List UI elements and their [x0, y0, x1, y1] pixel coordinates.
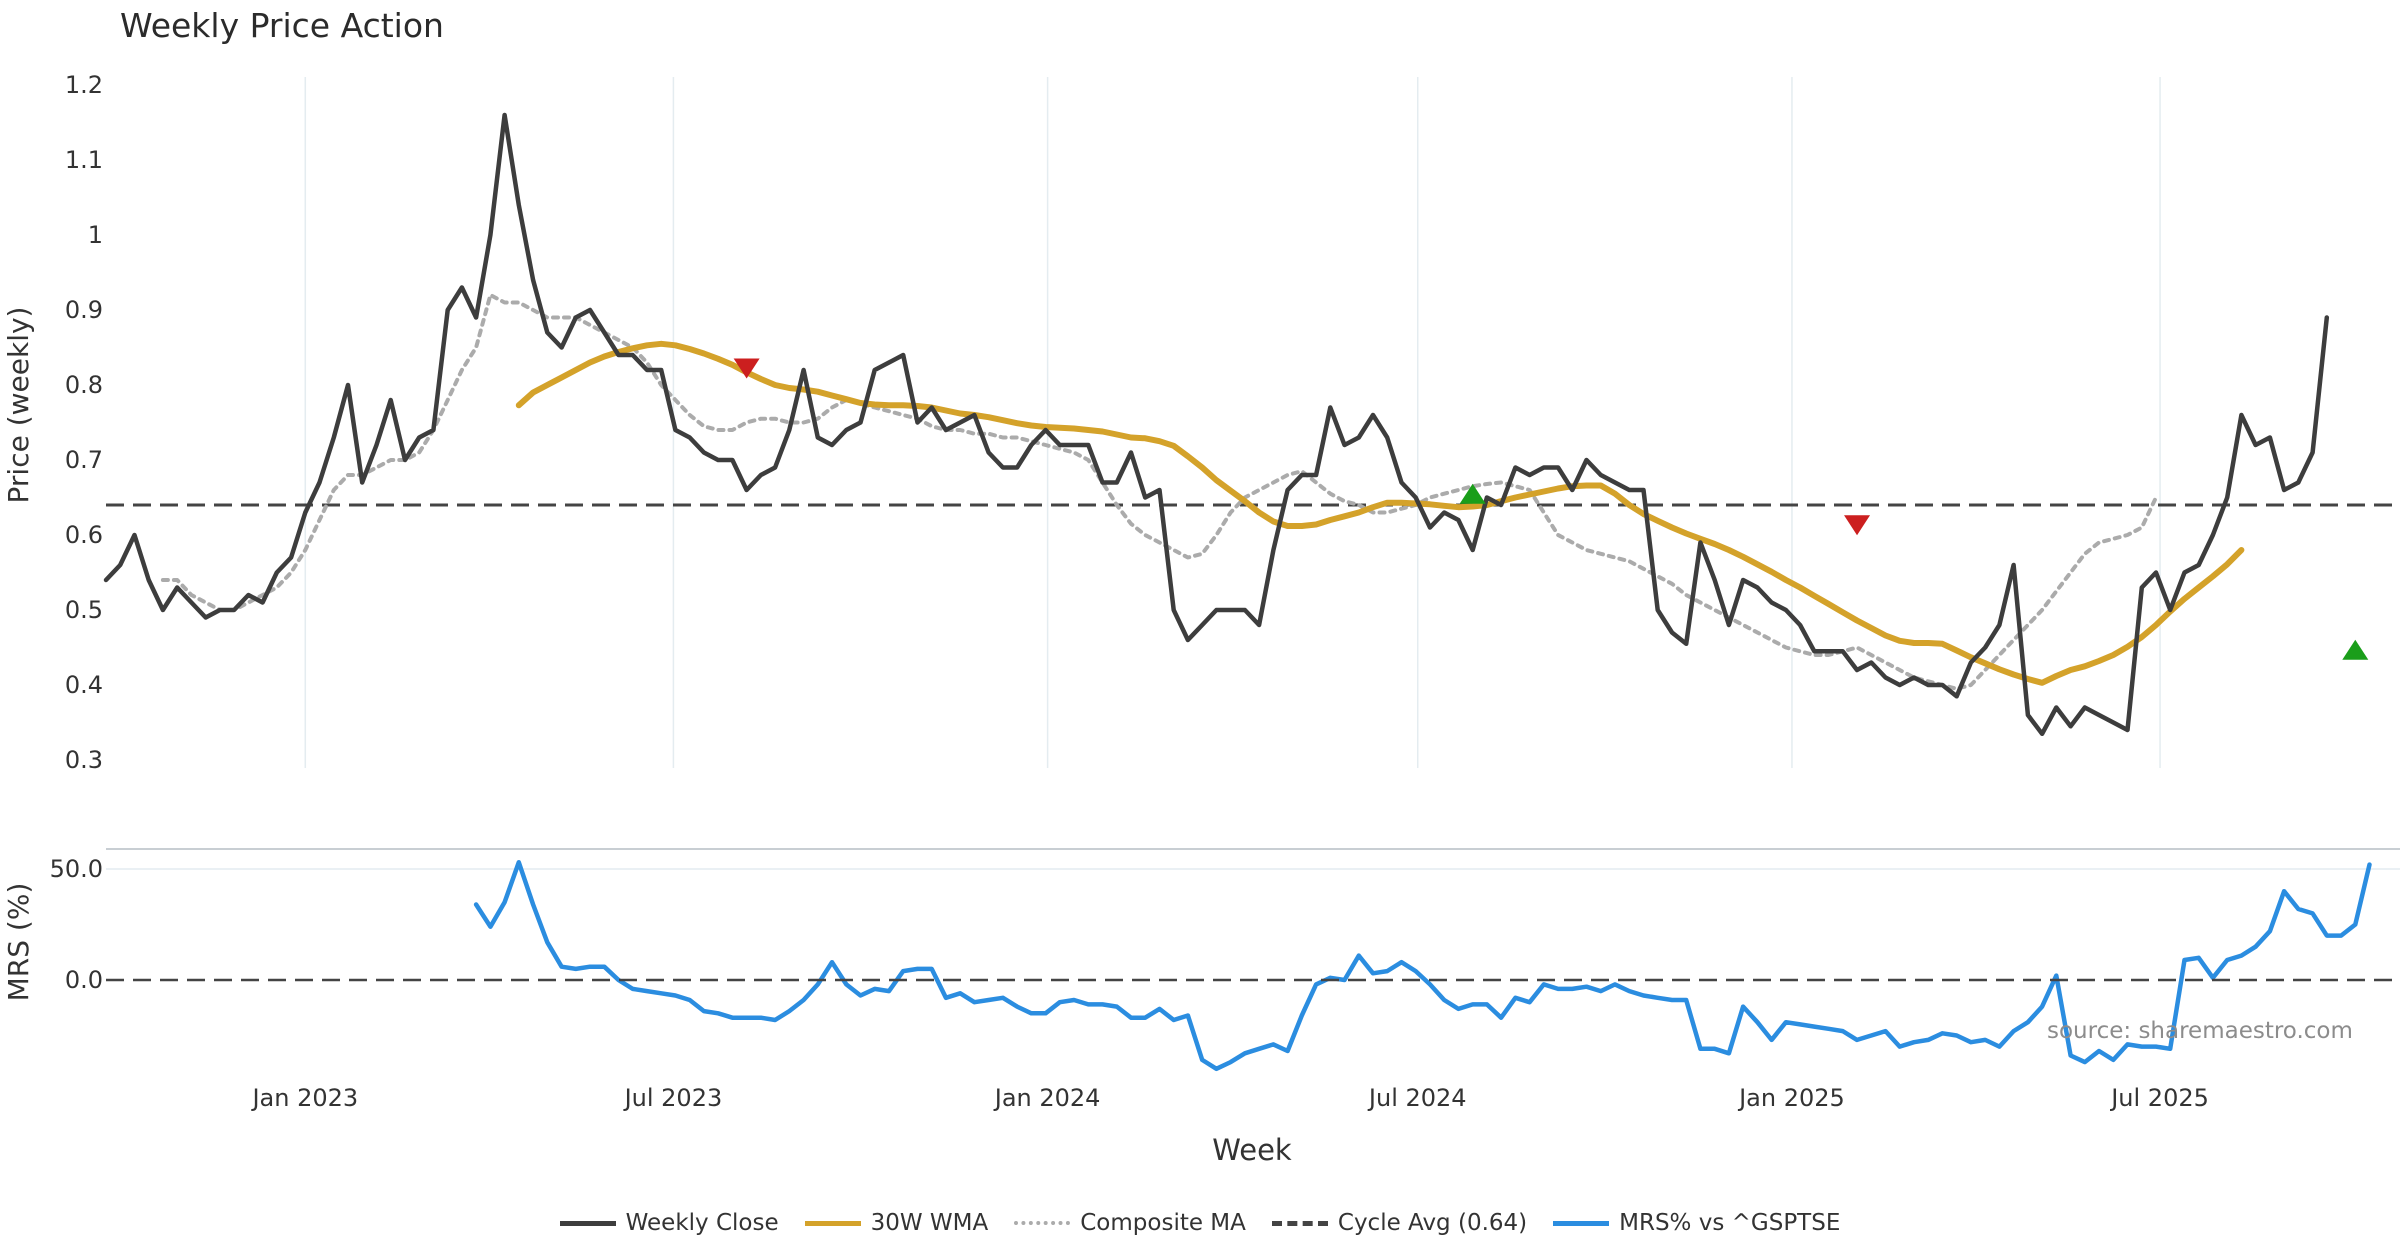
x-tick-label: Jan 2024	[993, 1084, 1101, 1112]
price-y-tick-label: 0.6	[65, 521, 103, 549]
legend-label: MRS% vs ^GSPTSE	[1619, 1210, 1841, 1236]
mrs-y-axis-label: MRS (%)	[2, 883, 35, 1002]
chart-title: Weekly Price Action	[120, 6, 444, 45]
legend: Weekly Close 30W WMA Composite MA Cycle Avg…	[0, 1210, 2400, 1236]
x-tick-label: Jul 2025	[2109, 1084, 2209, 1112]
signals	[733, 358, 2369, 660]
source-annotation: source: sharemaestro.com	[2047, 1018, 2353, 1044]
price-y-tick-label: 0.8	[65, 371, 103, 399]
legend-label: 30W WMA	[870, 1210, 989, 1236]
price-y-tick-label: 0.4	[65, 671, 103, 699]
price-y-tick-label: 0.5	[65, 596, 103, 624]
mrs-grid	[106, 848, 2400, 870]
price-y-tick-label: 1.1	[65, 146, 103, 174]
mrs-lines	[106, 860, 2400, 1072]
sell-signal-marker	[733, 358, 760, 379]
price-y-tick-label: 0.9	[65, 296, 103, 324]
x-tick-label: Jul 2023	[623, 1084, 723, 1112]
legend-label: Composite MA	[1080, 1210, 1246, 1236]
price-lines	[103, 112, 2400, 737]
legend-swatch	[804, 1220, 861, 1226]
price-grid	[304, 77, 2161, 768]
x-tick-label: Jul 2024	[1367, 1084, 1467, 1112]
legend-label: Weekly Close	[625, 1210, 779, 1236]
legend-item: Composite MA	[1014, 1210, 1246, 1236]
buy-signal-marker	[2342, 639, 2369, 660]
legend-swatch	[559, 1220, 616, 1226]
mrs-y-tick-label: 0.0	[65, 966, 103, 994]
sell-signal-marker	[1844, 515, 1871, 536]
legend-swatch	[1014, 1221, 1071, 1225]
price-y-tick-label: 0.3	[65, 746, 103, 774]
legend-swatch	[1553, 1220, 1610, 1226]
price-y-axis-label: Price (weekly)	[2, 307, 35, 504]
mrs-y-tick-label: 50.0	[50, 855, 103, 883]
x-axis-label: Week	[1212, 1133, 1292, 1167]
tick-labels: Jan 2023 Jul 2023 Jan 2024 Jul 2024 Jan 2025…	[50, 71, 2209, 1112]
price-y-tick-label: 1	[88, 221, 103, 249]
buy-signal-marker	[1459, 483, 1486, 504]
weekly-close-line	[103, 112, 2330, 737]
x-tick-label: Jan 2023	[250, 1084, 358, 1112]
price-y-tick-label: 0.7	[65, 446, 103, 474]
legend-item: 30W WMA	[804, 1210, 989, 1236]
legend-item: MRS% vs ^GSPTSE	[1553, 1210, 1840, 1236]
legend-item: Weekly Close	[559, 1210, 779, 1236]
x-tick-label: Jan 2025	[1737, 1084, 1845, 1112]
price-y-tick-label: 1.2	[65, 71, 103, 99]
legend-item: Cycle Avg (0.64)	[1271, 1210, 1528, 1236]
composite-ma-line	[160, 293, 2158, 691]
legend-label: Cycle Avg (0.64)	[1337, 1210, 1528, 1236]
legend-swatch	[1271, 1220, 1328, 1226]
